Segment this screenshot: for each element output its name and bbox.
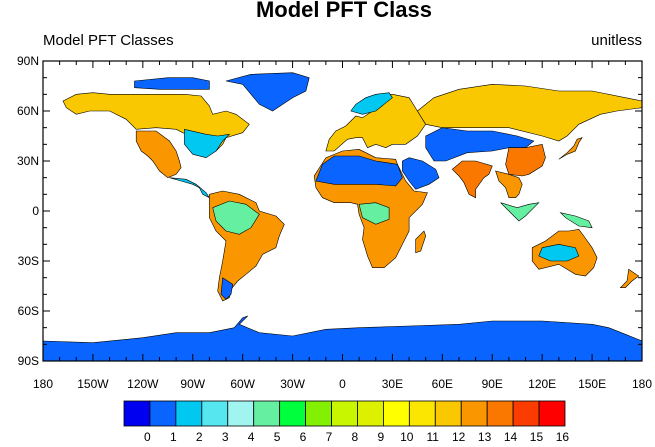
lat-label: 0 xyxy=(32,204,39,218)
colorbar-swatch-14 xyxy=(486,400,514,427)
region-4 xyxy=(169,177,211,199)
colorbar-label: 11 xyxy=(426,430,439,444)
region-3 xyxy=(135,130,182,179)
lon-label: 120E xyxy=(528,377,556,391)
region-0 xyxy=(43,315,642,361)
lat-label: 30S xyxy=(18,254,39,268)
colorbar-swatch-4 xyxy=(227,400,255,427)
region-23 xyxy=(559,212,593,229)
colorbar-label: 2 xyxy=(196,430,203,444)
colorbar-swatch-13 xyxy=(460,400,488,427)
colorbar-swatch-16 xyxy=(538,400,566,427)
region-5 xyxy=(134,77,210,90)
colorbar-swatch-12 xyxy=(434,400,462,427)
colorbar-swatch-1 xyxy=(149,400,177,427)
colorbar: 0 1 2 3 4 5 6 7 8 9 10 11 12 13 14 15 16 xyxy=(123,400,570,444)
colorbar-swatch-15 xyxy=(512,400,540,427)
colorbar-label: 16 xyxy=(556,430,570,444)
colorbar-label: 7 xyxy=(326,430,333,444)
colorbar-label: 12 xyxy=(452,430,466,444)
units-label: unitless xyxy=(591,32,642,49)
colorbar-swatch-6 xyxy=(279,400,306,427)
region-26 xyxy=(538,243,580,262)
lon-label: 30W xyxy=(280,377,305,391)
lat-label: 90N xyxy=(17,54,39,68)
colorbar-swatch-5 xyxy=(253,400,281,427)
axis-ticks: 90N 60N 30N 0 30S 60S 90S 180 150W 120W 90W 60W 30W 0… xyxy=(17,54,652,391)
lat-label: 90S xyxy=(18,354,39,368)
region-11 xyxy=(350,92,393,115)
colorbar-swatch-9 xyxy=(357,400,384,427)
region-24 xyxy=(558,137,583,160)
left-label: Model PFT Classes xyxy=(43,32,174,49)
lon-label: 180 xyxy=(33,377,53,391)
colorbar-swatch-7 xyxy=(305,400,332,427)
map-title: Model PFT Class xyxy=(256,0,432,22)
region-27 xyxy=(619,268,640,289)
region-20 xyxy=(505,143,546,177)
colorbar-label: 14 xyxy=(504,430,518,444)
lat-label: 60S xyxy=(18,304,39,318)
colorbar-label: 6 xyxy=(300,430,307,444)
region-16 xyxy=(417,83,642,142)
region-14 xyxy=(358,202,390,225)
colorbar-label: 13 xyxy=(478,430,492,444)
region-2 xyxy=(184,128,231,159)
colorbar-swatch-8 xyxy=(331,400,358,427)
lon-label: 120W xyxy=(127,377,159,391)
region-9 xyxy=(220,277,234,300)
region-17 xyxy=(402,157,440,190)
colorbar-label: 9 xyxy=(377,430,384,444)
colorbar-swatch-3 xyxy=(201,400,229,427)
lon-label: 30E xyxy=(382,377,403,391)
pft-regions xyxy=(43,72,642,361)
lon-label: 0 xyxy=(339,377,346,391)
colorbar-label: 8 xyxy=(352,430,359,444)
region-22 xyxy=(500,202,540,222)
region-8 xyxy=(212,200,260,235)
colorbar-label: 5 xyxy=(274,430,281,444)
lon-label: 180 xyxy=(632,377,652,391)
colorbar-swatch-0 xyxy=(123,400,151,427)
lon-label: 150E xyxy=(578,377,606,391)
region-13 xyxy=(315,155,403,187)
region-6 xyxy=(225,72,310,112)
lat-label: 60N xyxy=(17,104,39,118)
region-19 xyxy=(451,160,493,199)
colorbar-swatch-2 xyxy=(175,400,203,427)
region-21 xyxy=(495,170,523,198)
region-15 xyxy=(415,230,427,254)
lon-label: 60E xyxy=(432,377,453,391)
lon-label: 90E xyxy=(482,377,503,391)
colorbar-label: 15 xyxy=(530,430,544,444)
lon-label: 60W xyxy=(230,377,255,391)
colorbar-label: 0 xyxy=(144,430,151,444)
lon-label: 150W xyxy=(77,377,109,391)
lon-label: 90W xyxy=(180,377,205,391)
colorbar-label: 4 xyxy=(248,430,255,444)
colorbar-swatch-11 xyxy=(408,400,436,427)
colorbar-label: 1 xyxy=(170,430,177,444)
colorbar-label: 10 xyxy=(400,430,414,444)
colorbar-label: 3 xyxy=(222,430,229,444)
lat-label: 30N xyxy=(17,154,39,168)
colorbar-swatch-10 xyxy=(383,400,410,427)
